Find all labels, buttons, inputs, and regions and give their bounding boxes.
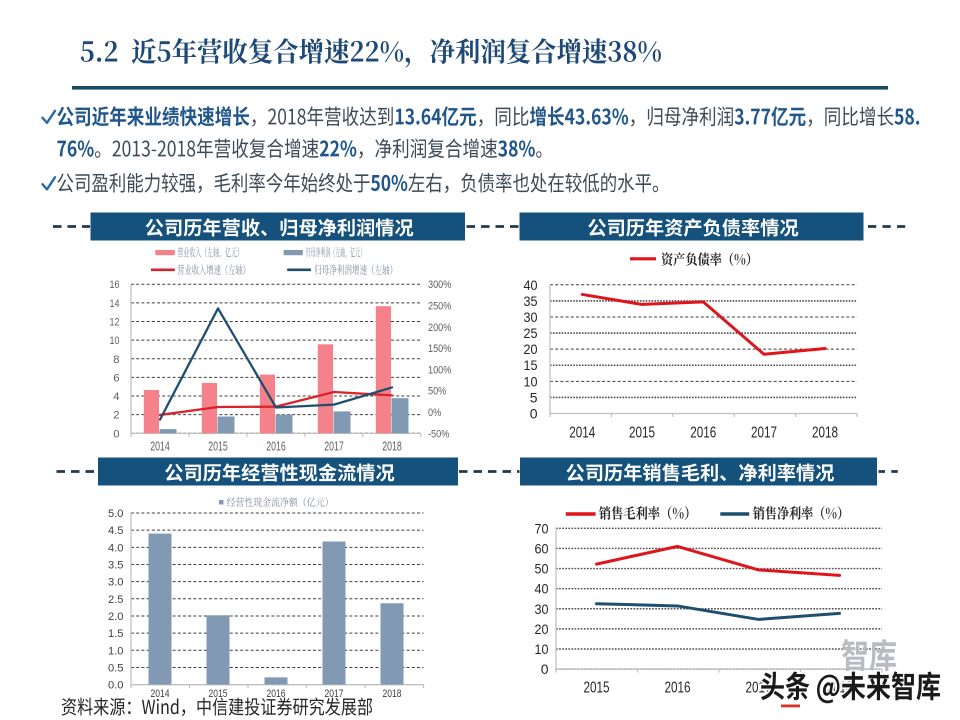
- svg-text:2015: 2015: [209, 688, 228, 700]
- svg-text:2014: 2014: [569, 425, 595, 442]
- svg-text:1.5: 1.5: [108, 628, 124, 640]
- svg-text:0: 0: [530, 406, 538, 422]
- svg-text:2016: 2016: [267, 688, 286, 700]
- svg-text:0.5: 0.5: [108, 662, 124, 674]
- svg-text:2017: 2017: [325, 688, 344, 700]
- svg-text:10: 10: [524, 373, 538, 389]
- svg-text:3.5: 3.5: [108, 559, 124, 571]
- svg-text:2018: 2018: [812, 425, 838, 442]
- svg-text:12: 12: [110, 316, 120, 328]
- svg-text:50%: 50%: [428, 386, 446, 398]
- svg-text:-50%: -50%: [428, 428, 449, 440]
- svg-text:25: 25: [524, 325, 538, 341]
- svg-text:2016: 2016: [690, 425, 716, 442]
- svg-text:150%: 150%: [428, 343, 451, 355]
- svg-text:200%: 200%: [428, 322, 451, 334]
- svg-text:10: 10: [110, 335, 120, 347]
- svg-text:0.0: 0.0: [108, 680, 124, 692]
- svg-text:4.5: 4.5: [108, 525, 124, 537]
- svg-text:8: 8: [113, 354, 119, 366]
- svg-text:300%: 300%: [428, 279, 451, 291]
- svg-text:250%: 250%: [428, 301, 451, 313]
- svg-text:30: 30: [535, 601, 549, 617]
- svg-text:16: 16: [110, 279, 120, 291]
- svg-text:4.0: 4.0: [108, 542, 124, 554]
- svg-text:2.5: 2.5: [108, 594, 124, 606]
- svg-text:20: 20: [524, 341, 538, 357]
- svg-text:40: 40: [524, 277, 538, 293]
- svg-text:6: 6: [113, 372, 119, 384]
- svg-text:2014: 2014: [150, 439, 170, 454]
- svg-text:3.0: 3.0: [108, 577, 124, 589]
- svg-text:40: 40: [535, 581, 549, 597]
- svg-text:2016: 2016: [665, 680, 691, 697]
- svg-text:0: 0: [113, 428, 119, 440]
- svg-text:15: 15: [524, 357, 538, 373]
- svg-text:10: 10: [535, 641, 549, 657]
- svg-text:2017: 2017: [751, 425, 777, 442]
- svg-text:5: 5: [530, 389, 538, 405]
- svg-text:2015: 2015: [208, 439, 228, 454]
- svg-text:2018: 2018: [383, 688, 402, 700]
- svg-text:2015: 2015: [629, 425, 655, 442]
- svg-text:2.0: 2.0: [108, 611, 124, 623]
- svg-text:4: 4: [113, 391, 119, 403]
- svg-text:0: 0: [541, 661, 549, 677]
- svg-text:70: 70: [535, 520, 549, 536]
- svg-text:2018: 2018: [382, 439, 402, 454]
- svg-text:2016: 2016: [266, 439, 286, 454]
- svg-text:14: 14: [110, 298, 120, 310]
- svg-text:2: 2: [113, 410, 119, 422]
- svg-text:2017: 2017: [324, 439, 344, 454]
- svg-text:2014: 2014: [151, 688, 170, 700]
- svg-text:100%: 100%: [428, 364, 451, 376]
- svg-text:35: 35: [524, 293, 538, 309]
- svg-text:5.0: 5.0: [108, 508, 124, 520]
- svg-text:0%: 0%: [428, 407, 441, 419]
- svg-text:50: 50: [535, 561, 549, 577]
- svg-text:2015: 2015: [584, 680, 610, 697]
- svg-text:30: 30: [524, 309, 538, 325]
- svg-text:60: 60: [535, 540, 549, 556]
- svg-text:1.0: 1.0: [108, 645, 124, 657]
- svg-text:20: 20: [535, 621, 549, 637]
